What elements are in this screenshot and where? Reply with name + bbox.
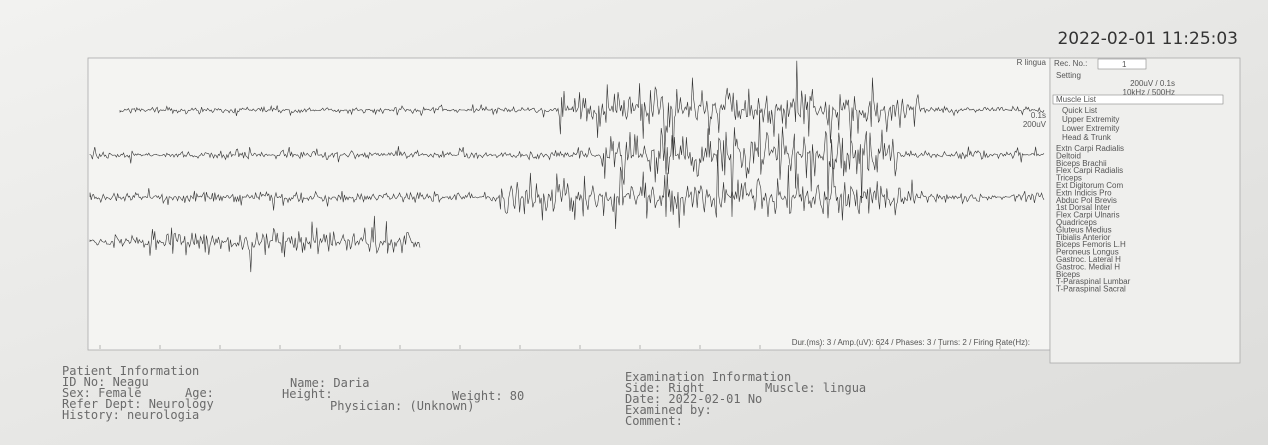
setting-1: 200uV / 0.1s bbox=[1130, 79, 1175, 88]
scale-time: 0.1s bbox=[1031, 111, 1046, 120]
trace-panel bbox=[88, 58, 1050, 350]
patient-history: History: neurologia bbox=[62, 408, 199, 422]
list-title: Muscle List bbox=[1056, 95, 1097, 104]
page: 2022-02-01 11:25:03 R lingua 0.1s 200uV … bbox=[0, 0, 1268, 445]
patient-physician: Physician: (Unknown) bbox=[330, 399, 475, 413]
muscle-label: R lingua bbox=[1017, 58, 1047, 67]
group-item: Upper Extremity bbox=[1062, 115, 1119, 124]
setting-label: Setting bbox=[1056, 71, 1081, 80]
muscle-item: T-Paraspinal Sacral bbox=[1056, 285, 1126, 294]
group-item: Lower Extremity bbox=[1062, 124, 1119, 133]
datetime: 2022-02-01 11:25:03 bbox=[1057, 29, 1238, 49]
exam-comment: Comment: bbox=[625, 414, 683, 428]
rec-label: Rec. No.: bbox=[1054, 59, 1087, 68]
measurements: Dur.(ms): 3 / Amp.(uV): 624 / Phases: 3 … bbox=[792, 338, 1030, 347]
screen: 2022-02-01 11:25:03 R lingua 0.1s 200uV … bbox=[0, 0, 1268, 445]
group-item: Head & Trunk bbox=[1062, 133, 1112, 142]
scale-amp: 200uV bbox=[1023, 120, 1047, 129]
rec-no: 1 bbox=[1122, 60, 1127, 69]
exam-muscle: Muscle: lingua bbox=[765, 381, 866, 395]
group-item: Quick List bbox=[1062, 106, 1098, 115]
patient-height: Height: bbox=[282, 387, 333, 401]
